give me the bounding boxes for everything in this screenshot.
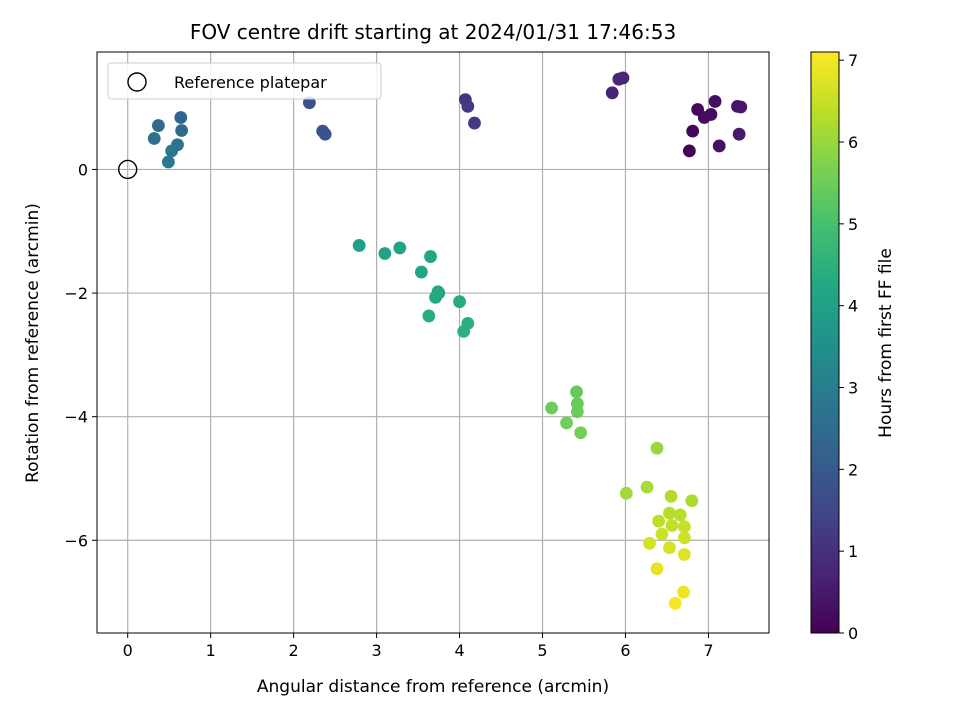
colorbar-tick-label: 1 xyxy=(848,542,858,561)
data-point xyxy=(712,139,726,153)
colorbar-tick-label: 2 xyxy=(848,460,858,479)
data-point xyxy=(663,541,676,555)
colorbar-tick-label: 0 xyxy=(848,624,858,643)
data-point xyxy=(457,324,471,338)
colorbar-tick-label: 4 xyxy=(848,297,858,316)
data-point xyxy=(643,536,656,550)
colorbar-tick-label: 5 xyxy=(848,215,858,234)
data-point xyxy=(318,127,332,141)
colorbar xyxy=(810,51,840,634)
colorbar-tick-label: 6 xyxy=(848,133,858,152)
x-tick-label: 4 xyxy=(454,641,464,660)
legend-box xyxy=(107,62,382,100)
data-point xyxy=(732,127,746,141)
grid-lines xyxy=(97,52,769,633)
data-point xyxy=(677,520,691,534)
y-axis-ticks: 0 −2 −4 −6 xyxy=(64,160,97,550)
data-point xyxy=(663,506,676,520)
data-point xyxy=(414,265,428,279)
data-point xyxy=(677,548,691,561)
data-point xyxy=(574,426,588,440)
colorbar-label: Hours from first FF file xyxy=(876,248,896,438)
data-points xyxy=(147,71,748,610)
x-axis-label: Angular distance from reference (arcmin) xyxy=(257,677,609,697)
data-point xyxy=(686,124,700,138)
data-point xyxy=(668,596,682,610)
data-point xyxy=(640,480,654,494)
y-tick-label: −2 xyxy=(64,284,88,303)
colorbar-tick-label: 3 xyxy=(848,379,858,398)
data-point xyxy=(652,514,666,528)
data-point xyxy=(453,295,466,309)
data-point xyxy=(708,95,722,108)
y-tick-label: −4 xyxy=(64,408,88,427)
x-tick-label: 7 xyxy=(703,641,713,660)
data-point xyxy=(422,309,436,323)
x-tick-label: 2 xyxy=(289,641,299,660)
x-tick-label: 3 xyxy=(371,641,381,660)
data-point xyxy=(174,111,188,124)
y-axis-label: Rotation from reference (arcmin) xyxy=(23,203,43,483)
data-point xyxy=(560,416,573,430)
data-point xyxy=(704,108,718,121)
chart-title: FOV centre drift starting at 2024/01/31 … xyxy=(190,20,676,44)
data-point xyxy=(165,144,179,158)
data-point xyxy=(685,494,699,508)
data-point xyxy=(570,405,584,419)
data-point xyxy=(468,116,481,130)
legend-entry: Reference platepar xyxy=(174,73,327,92)
data-point xyxy=(616,71,630,85)
data-point xyxy=(664,490,678,503)
data-point xyxy=(378,247,392,260)
colorbar-tick-label: 7 xyxy=(848,51,858,70)
data-point xyxy=(393,241,407,255)
data-point xyxy=(161,155,175,169)
legend: Reference platepar xyxy=(107,62,382,100)
data-point xyxy=(147,132,161,145)
data-point xyxy=(175,124,189,137)
x-tick-label: 1 xyxy=(206,641,216,660)
data-point xyxy=(734,100,748,114)
data-point xyxy=(605,86,619,100)
data-point xyxy=(545,401,559,415)
data-point xyxy=(682,144,696,158)
y-tick-label: 0 xyxy=(78,160,88,179)
legend-marker xyxy=(127,72,147,92)
data-point xyxy=(655,527,669,541)
data-point xyxy=(424,250,437,263)
x-tick-label: 5 xyxy=(537,641,547,660)
x-tick-label: 6 xyxy=(620,641,630,660)
data-point xyxy=(650,562,664,576)
data-point xyxy=(677,585,690,599)
x-tick-label: 0 xyxy=(123,641,133,660)
data-point xyxy=(570,385,583,399)
reference-platepar-marker xyxy=(117,159,138,180)
x-axis-ticks: 0 1 2 3 4 5 6 7 xyxy=(123,633,714,660)
data-point xyxy=(352,239,366,252)
data-point xyxy=(673,508,687,522)
data-point xyxy=(619,486,633,500)
plot-frame xyxy=(96,51,770,634)
colorbar-ticks: 0 1 2 3 4 5 6 7 xyxy=(839,51,858,643)
data-point xyxy=(650,441,664,455)
data-point xyxy=(461,99,475,113)
data-point xyxy=(151,119,165,132)
data-point xyxy=(677,531,691,545)
data-point xyxy=(429,290,442,304)
y-tick-label: −6 xyxy=(64,531,88,550)
data-point xyxy=(665,519,679,532)
